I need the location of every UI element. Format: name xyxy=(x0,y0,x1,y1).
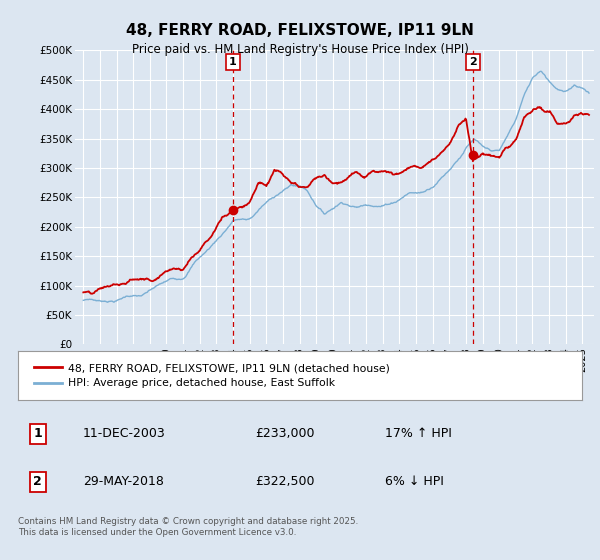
Text: £322,500: £322,500 xyxy=(255,475,314,488)
Text: 17% ↑ HPI: 17% ↑ HPI xyxy=(385,427,451,441)
Legend: 48, FERRY ROAD, FELIXSTOWE, IP11 9LN (detached house), HPI: Average price, detac: 48, FERRY ROAD, FELIXSTOWE, IP11 9LN (de… xyxy=(29,358,395,394)
Text: 1: 1 xyxy=(34,427,42,441)
Text: 11-DEC-2003: 11-DEC-2003 xyxy=(83,427,166,441)
Text: Contains HM Land Registry data © Crown copyright and database right 2025.
This d: Contains HM Land Registry data © Crown c… xyxy=(18,517,358,536)
Text: 2: 2 xyxy=(469,57,477,67)
Text: 48, FERRY ROAD, FELIXSTOWE, IP11 9LN: 48, FERRY ROAD, FELIXSTOWE, IP11 9LN xyxy=(126,24,474,38)
Text: 2: 2 xyxy=(34,475,42,488)
Text: 6% ↓ HPI: 6% ↓ HPI xyxy=(385,475,443,488)
Text: £233,000: £233,000 xyxy=(255,427,314,441)
Text: 29-MAY-2018: 29-MAY-2018 xyxy=(83,475,164,488)
Text: Price paid vs. HM Land Registry's House Price Index (HPI): Price paid vs. HM Land Registry's House … xyxy=(131,43,469,56)
Text: 1: 1 xyxy=(229,57,237,67)
